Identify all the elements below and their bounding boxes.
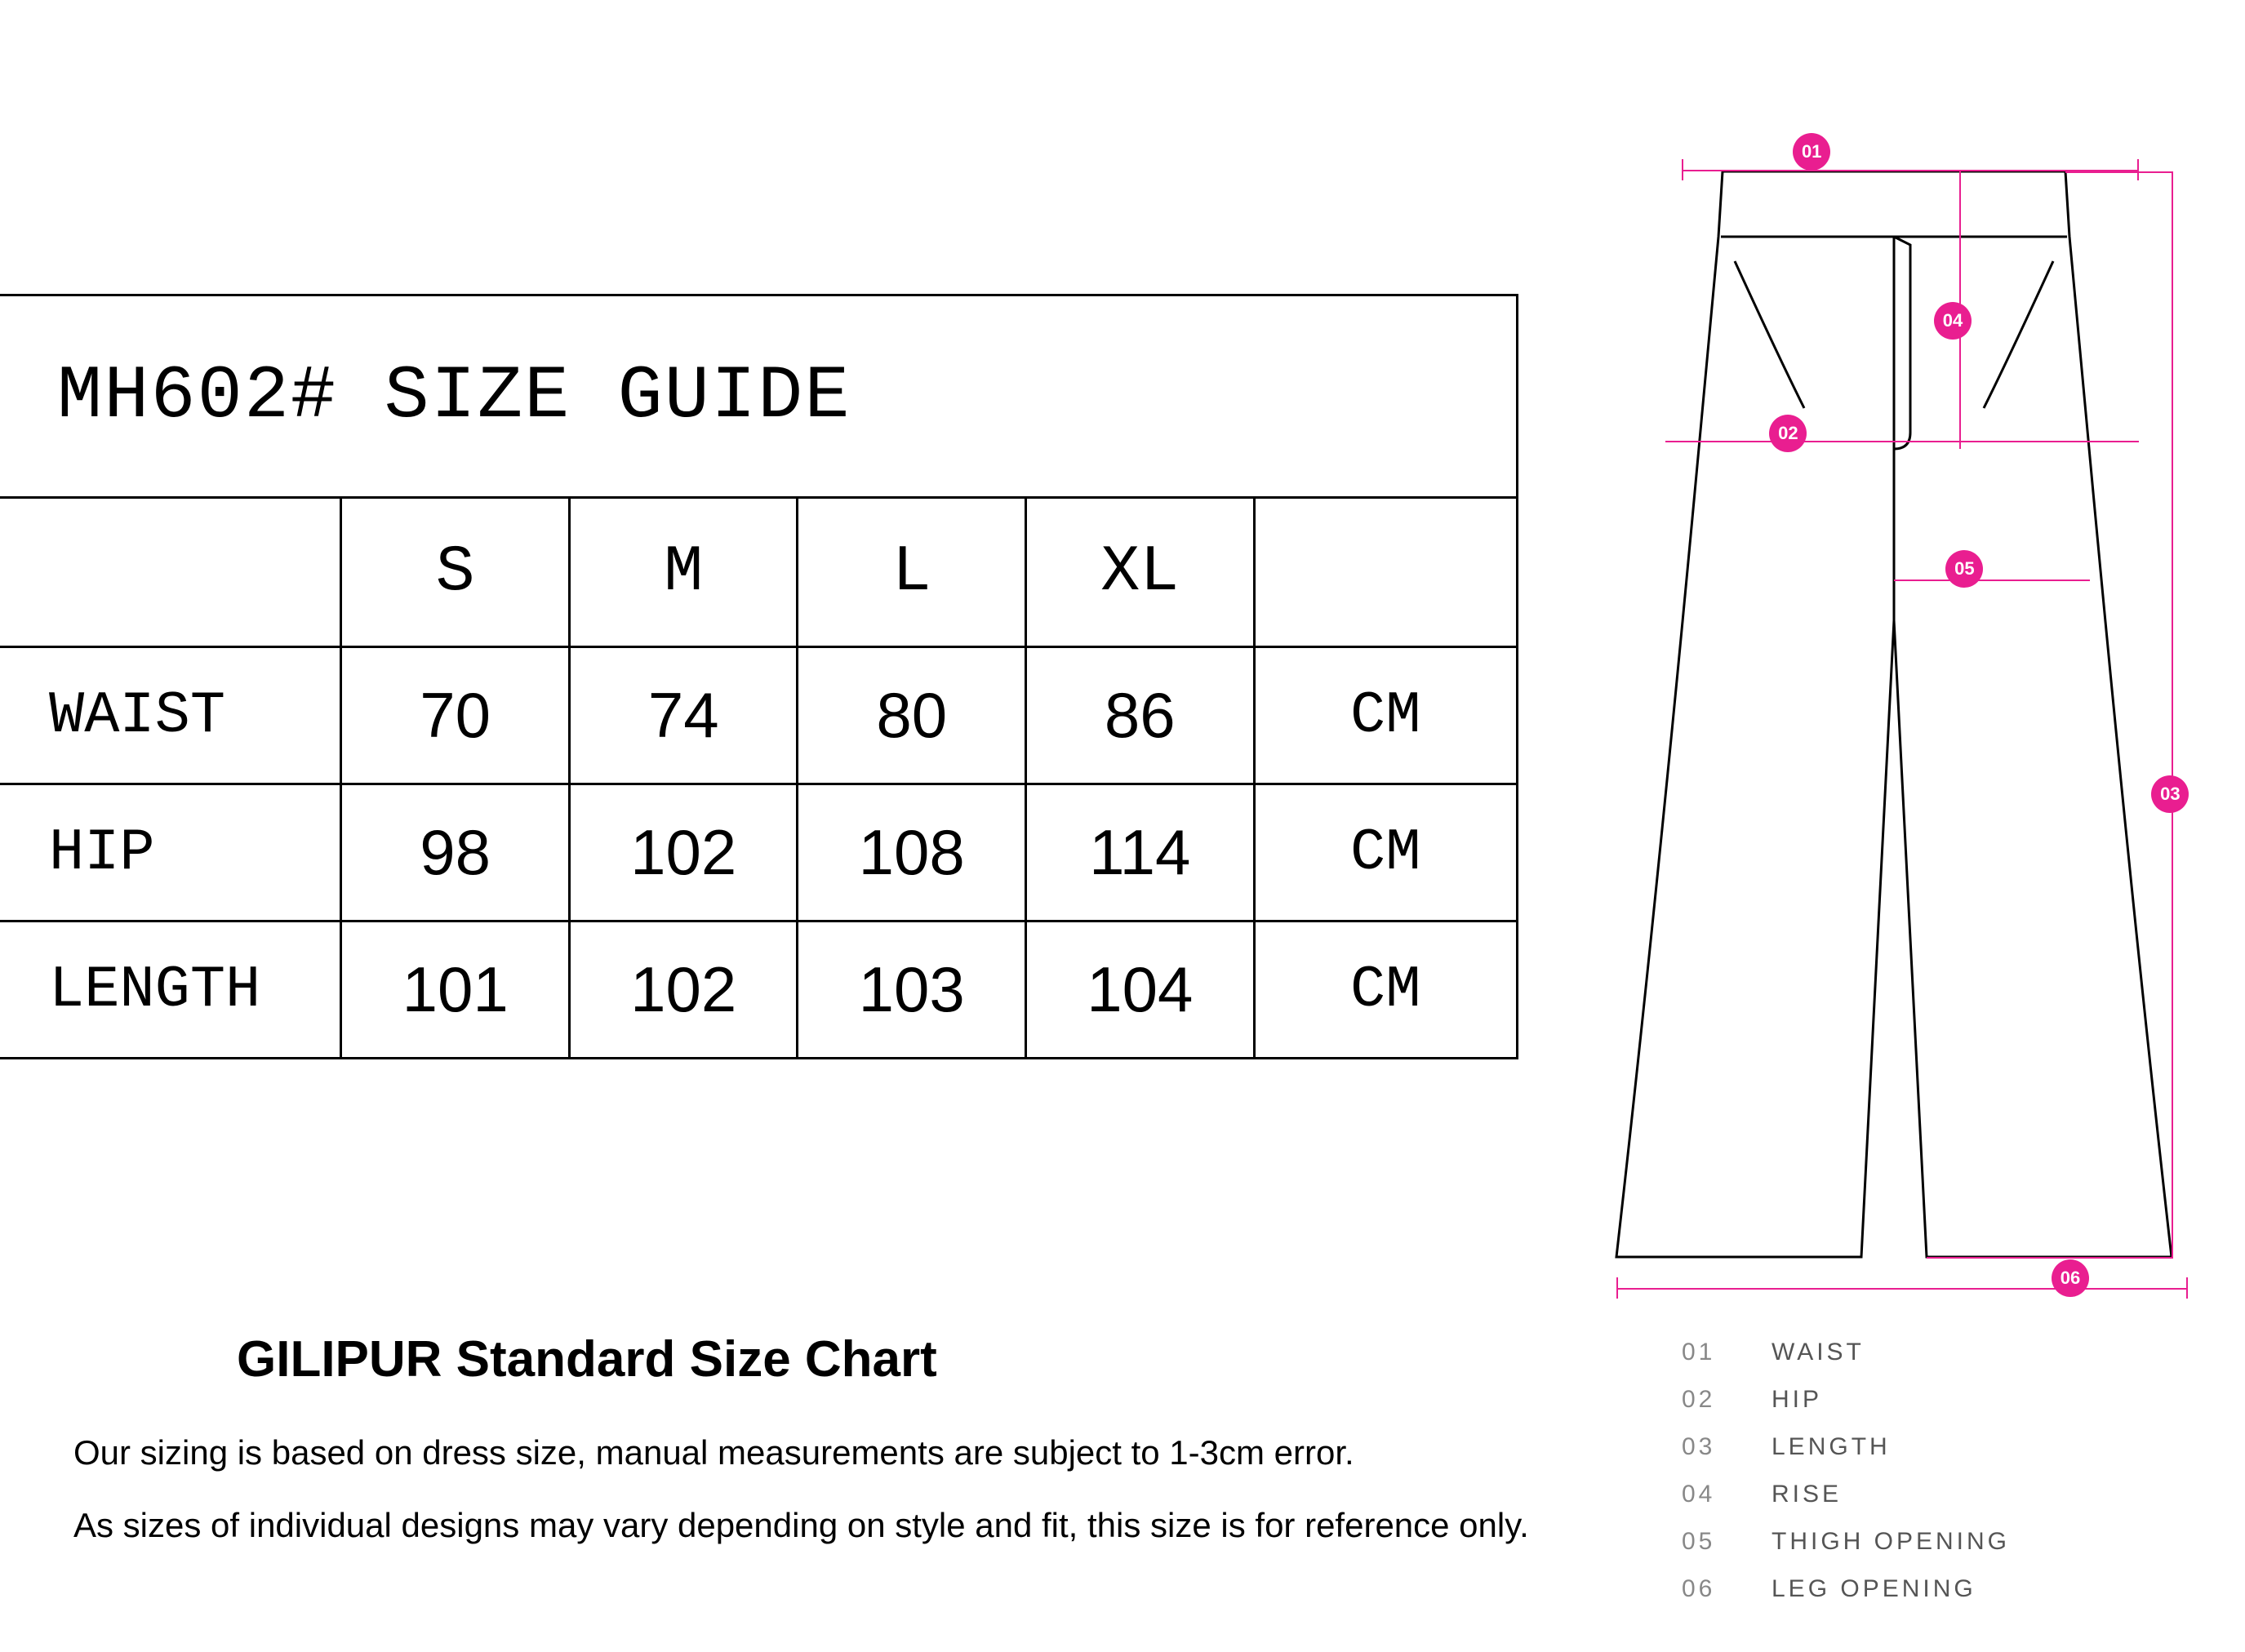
guide-hip <box>1665 441 2139 442</box>
table-row: HIP 98 102 108 114 CM <box>0 785 1516 922</box>
row-label-length: LENGTH <box>0 922 342 1057</box>
footer-title: GILIPUR Standard Size Chart <box>237 1330 1543 1388</box>
cell: 86 <box>1027 648 1256 783</box>
legend-num: 06 <box>1682 1575 1731 1603</box>
pants-diagram: 01 04 02 05 03 06 <box>1600 163 2188 1437</box>
measurement-legend: 01 WAIST 02 HIP 03 LENGTH 04 RISE 05 THIGH OPENIN… <box>1682 1339 2204 1623</box>
legend-item-04: 04 RISE <box>1682 1481 2204 1508</box>
cell: 74 <box>571 648 799 783</box>
table-row: LENGTH 101 102 103 104 CM <box>0 922 1516 1057</box>
legend-label: HIP <box>1772 1386 1822 1414</box>
legend-num: 04 <box>1682 1481 1731 1508</box>
table-header-row: S M L XL <box>0 499 1516 648</box>
guide-length-bot <box>1927 1257 2173 1259</box>
cell: 98 <box>342 785 571 920</box>
guide-length-top <box>2065 171 2173 173</box>
cell: 80 <box>798 648 1027 783</box>
marker-06: 06 <box>2052 1259 2089 1297</box>
pants-outline-svg <box>1600 163 2188 1290</box>
guide-legopen-tick-l <box>1616 1277 1618 1299</box>
legend-item-06: 06 LEG OPENING <box>1682 1575 2204 1603</box>
guide-waist-tick-r <box>2137 159 2139 180</box>
guide-waist-tick-l <box>1682 159 1683 180</box>
marker-03: 03 <box>2151 775 2189 813</box>
legend-label: THIGH OPENING <box>1772 1528 2010 1556</box>
footer: GILIPUR Standard Size Chart Our sizing i… <box>73 1330 1543 1574</box>
footer-line-2: As sizes of individual designs may vary … <box>73 1502 1543 1550</box>
marker-04: 04 <box>1934 302 1972 340</box>
cell: 102 <box>571 922 799 1057</box>
footer-line-1: Our sizing is based on dress size, manua… <box>73 1429 1543 1477</box>
guide-legopen-tick-r <box>2186 1277 2188 1299</box>
legend-item-03: 03 LENGTH <box>1682 1433 2204 1461</box>
header-unit-blank <box>1256 499 1516 646</box>
legend-num: 05 <box>1682 1528 1731 1556</box>
row-label-waist: WAIST <box>0 648 342 783</box>
row-label-hip: HIP <box>0 785 342 920</box>
legend-label: LEG OPENING <box>1772 1575 1976 1603</box>
header-l: L <box>798 499 1027 646</box>
header-m: M <box>571 499 799 646</box>
guide-thigh <box>1894 580 2090 581</box>
header-blank <box>0 499 342 646</box>
header-s: S <box>342 499 571 646</box>
legend-label: WAIST <box>1772 1339 1865 1366</box>
cell: 102 <box>571 785 799 920</box>
cell: 104 <box>1027 922 1256 1057</box>
cell: 103 <box>798 922 1027 1057</box>
marker-05: 05 <box>1945 550 1983 588</box>
cell: 101 <box>342 922 571 1057</box>
legend-item-01: 01 WAIST <box>1682 1339 2204 1366</box>
cell: 70 <box>342 648 571 783</box>
cell-unit: CM <box>1256 922 1516 1057</box>
size-guide-table: MH602# SIZE GUIDE S M L XL WAIST 70 74 8… <box>0 294 1518 1059</box>
cell: 108 <box>798 785 1027 920</box>
cell-unit: CM <box>1256 785 1516 920</box>
guide-length-v <box>2172 171 2173 1257</box>
table-row: WAIST 70 74 80 86 CM <box>0 648 1516 785</box>
table-title: MH602# SIZE GUIDE <box>0 296 1516 499</box>
legend-item-05: 05 THIGH OPENING <box>1682 1528 2204 1556</box>
cell: 114 <box>1027 785 1256 920</box>
legend-item-02: 02 HIP <box>1682 1386 2204 1414</box>
cell-unit: CM <box>1256 648 1516 783</box>
legend-num: 02 <box>1682 1386 1731 1414</box>
legend-num: 03 <box>1682 1433 1731 1461</box>
header-xl: XL <box>1027 499 1256 646</box>
guide-legopen <box>1616 1288 2188 1290</box>
legend-label: LENGTH <box>1772 1433 1891 1461</box>
legend-label: RISE <box>1772 1481 1842 1508</box>
legend-num: 01 <box>1682 1339 1731 1366</box>
